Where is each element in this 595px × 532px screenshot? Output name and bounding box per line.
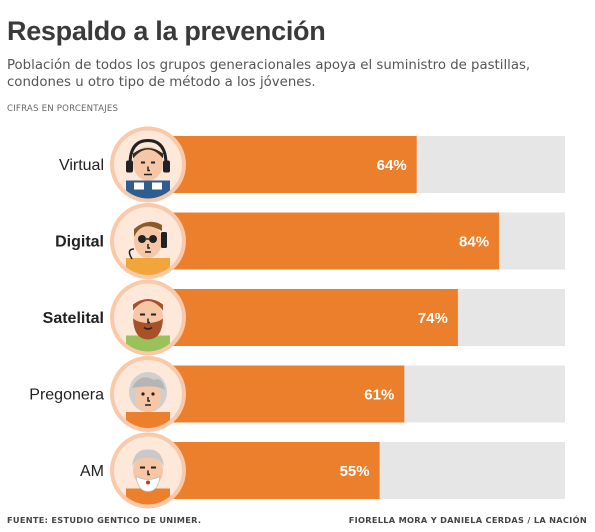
digital-avatar-icon [110, 203, 186, 279]
avatars [110, 126, 186, 509]
bar-digital [153, 212, 500, 270]
value-label: 84% [459, 234, 489, 251]
bar-satelital [153, 289, 458, 346]
bar-series [153, 136, 500, 499]
chart-title: Respaldo a la prevención [7, 16, 326, 46]
category-label: Satelital [43, 310, 104, 327]
value-label: 74% [418, 310, 448, 327]
pregonera-avatar-icon [110, 356, 186, 432]
virtual-avatar-icon [110, 126, 186, 203]
chart-subtitle: Población de todos los grupos generacion… [7, 58, 531, 90]
bar-am [153, 442, 380, 499]
footer-credit: FIORELLA MORA Y DANIELA CERDAS / LA NACI… [348, 515, 587, 525]
units-note: CIFRAS EN PORCENTAJES [7, 104, 119, 114]
bar-virtual [153, 136, 417, 193]
bar-pregonera [153, 365, 405, 423]
satelital-avatar-icon [110, 279, 186, 356]
footer-source: FUENTE: ESTUDIO GENTICO DE UNIMER. [7, 515, 202, 525]
value-label: 64% [377, 157, 407, 174]
category-label: Pregonera [29, 387, 104, 404]
category-label: Digital [55, 234, 104, 251]
category-labels: Virtual Digital Satelital Pregonera AM [29, 157, 104, 480]
am-avatar-icon [110, 432, 186, 509]
value-labels: 64% 84% 74% 61% 55% [340, 157, 490, 480]
category-label: AM [80, 463, 104, 480]
value-label: 61% [364, 387, 394, 404]
value-label: 55% [340, 463, 370, 480]
category-label: Virtual [59, 157, 104, 174]
